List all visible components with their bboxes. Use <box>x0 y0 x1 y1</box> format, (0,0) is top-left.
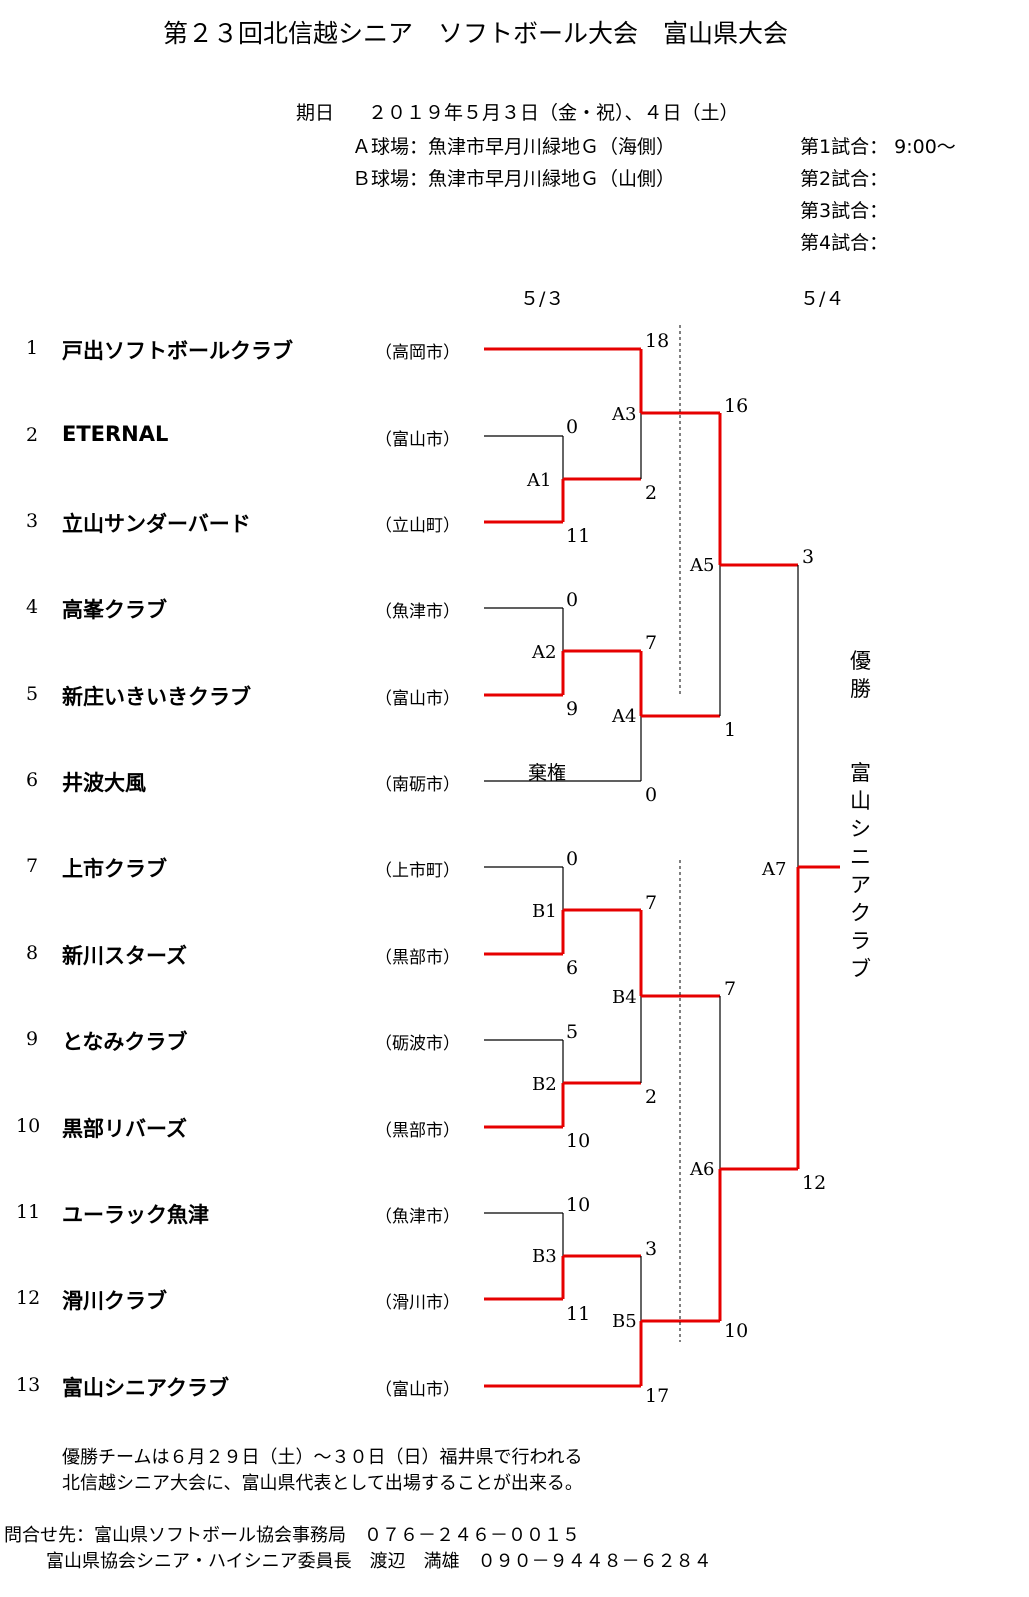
team-seed: 7 <box>26 855 39 877</box>
score-a1-bottom: 11 <box>566 525 591 547</box>
team-name: 戸出ソフトボールクラブ <box>62 339 293 363</box>
match-label-b4: B4 <box>612 987 637 1008</box>
match-label-a3: A3 <box>612 404 637 425</box>
date-label: 期日 <box>296 102 335 124</box>
team-city: （富山市） <box>375 430 460 450</box>
score-b3-bottom: 11 <box>566 1303 591 1325</box>
team-city: （魚津市） <box>375 1207 460 1227</box>
game-4-time: 第4試合： <box>800 232 889 254</box>
score-b5-top: 3 <box>645 1238 658 1260</box>
score-a2-bottom: 9 <box>566 698 579 720</box>
score-a4-top: 7 <box>645 632 658 654</box>
score-b2-top: 5 <box>566 1021 579 1043</box>
team-name: 新庄いきいきクラブ <box>62 685 251 709</box>
match-label-a6: A6 <box>690 1159 715 1180</box>
team-city: （高岡市） <box>375 343 460 363</box>
match-label-a5: A5 <box>690 555 715 576</box>
score-b1-bottom: 6 <box>566 957 579 979</box>
team-city: （富山市） <box>375 1380 460 1400</box>
team-seed: 10 <box>16 1115 41 1137</box>
score-b4-bottom: 2 <box>645 1086 658 1108</box>
score-a5-top: 16 <box>724 395 749 417</box>
score-a6-bottom: 10 <box>724 1320 749 1342</box>
game-2-time: 第2試合： <box>800 168 889 190</box>
score-a4-bottom: 0 <box>645 784 658 806</box>
score-a6-top: 7 <box>724 978 737 1000</box>
team-seed: 13 <box>16 1374 41 1396</box>
match-label-a1: A1 <box>527 470 552 491</box>
score-b5-bottom: 17 <box>645 1385 670 1407</box>
team-name: ユーラック魚津 <box>62 1203 209 1227</box>
venue-a: Ａ球場：魚津市早月川緑地Ｇ（海側） <box>352 136 676 158</box>
match-label-b2: B2 <box>532 1074 557 1095</box>
date-value: ２０１９年５月３日（金・祝）、４日（土） <box>368 102 739 124</box>
team-city: （上市町） <box>375 861 460 881</box>
match-label-a4: A4 <box>612 706 637 727</box>
venue-b: Ｂ球場：魚津市早月川緑地Ｇ（山側） <box>352 168 676 190</box>
team-seed: 4 <box>26 596 39 618</box>
team-name: 富山シニアクラブ <box>62 1376 229 1400</box>
team-seed: 3 <box>26 510 39 532</box>
score-a1-top: 0 <box>566 416 579 438</box>
team-seed: 5 <box>26 683 39 705</box>
page-title: 第２３回北信越シニア ソフトボール大会 富山県大会 <box>163 19 789 48</box>
match-label-b1: B1 <box>532 901 557 922</box>
champion-label: 優勝 <box>850 649 871 701</box>
team-seed: 9 <box>26 1028 39 1050</box>
team-city: （黒部市） <box>375 948 460 968</box>
team-city: （富山市） <box>375 689 460 709</box>
team-city: （南砺市） <box>375 775 460 795</box>
team-seed: 8 <box>26 942 39 964</box>
team-name: ETERNAL <box>62 422 169 446</box>
score-a5-bottom: 1 <box>724 719 737 741</box>
team-name: 新川スターズ <box>62 944 187 968</box>
team-seed: 1 <box>26 337 39 359</box>
match-label-b5: B5 <box>612 1311 637 1332</box>
score-a7-top: 3 <box>802 546 815 568</box>
contact-line-1: 問合せ先：富山県ソフトボール協会事務局 ０７６－２４６－００１５ <box>4 1525 580 1546</box>
score-b4-top: 7 <box>645 892 658 914</box>
team-name: となみクラブ <box>62 1030 188 1054</box>
note-line-1: 優勝チームは６月２９日（土）～３０日（日）福井県で行われる <box>62 1447 583 1468</box>
score-b3-top: 10 <box>566 1194 591 1216</box>
team-seed: 2 <box>26 424 39 446</box>
team-name: 高峯クラブ <box>62 598 167 622</box>
team-city: （立山町） <box>375 516 460 536</box>
team-seed: 11 <box>16 1201 41 1223</box>
score-b2-bottom: 10 <box>566 1130 591 1152</box>
score-a7-bottom: 12 <box>802 1172 827 1194</box>
match-label-a2: A2 <box>532 642 557 663</box>
team-city: （魚津市） <box>375 602 460 622</box>
team-city: （砺波市） <box>375 1034 460 1054</box>
score-b1-top: 0 <box>566 848 579 870</box>
score-a2-top: 0 <box>566 589 579 611</box>
team-seed: 12 <box>16 1287 41 1309</box>
score-a3-top: 18 <box>645 330 670 352</box>
contact-line-2: 富山県協会シニア・ハイシニア委員長 渡辺 満雄 ０９０－９４４８－６２８４ <box>46 1551 712 1572</box>
team-name: 滑川クラブ <box>62 1289 167 1313</box>
team-name: 井波大風 <box>62 771 146 795</box>
match-label-b3: B3 <box>532 1246 557 1267</box>
team-name: 上市クラブ <box>62 857 167 881</box>
team-name: 立山サンダーバード <box>62 512 251 536</box>
team-city: （滑川市） <box>375 1293 460 1313</box>
forfeit-note: 棄権 <box>528 762 567 784</box>
note-line-2: 北信越シニア大会に、富山県代表として出場することが出来る。 <box>62 1473 583 1494</box>
score-a3-bottom: 2 <box>645 482 658 504</box>
team-seed: 6 <box>26 769 39 791</box>
day1-label: ５/３ <box>520 288 565 310</box>
match-label-a7: A7 <box>762 859 787 880</box>
day2-label: ５/４ <box>800 288 845 310</box>
team-city: （黒部市） <box>375 1121 460 1141</box>
champion-name: 富山シニアクラブ <box>850 761 871 981</box>
team-name: 黒部リバーズ <box>62 1117 187 1141</box>
game-3-time: 第3試合： <box>800 200 889 222</box>
game-1-time: 第1試合： 9:00～ <box>800 136 956 158</box>
